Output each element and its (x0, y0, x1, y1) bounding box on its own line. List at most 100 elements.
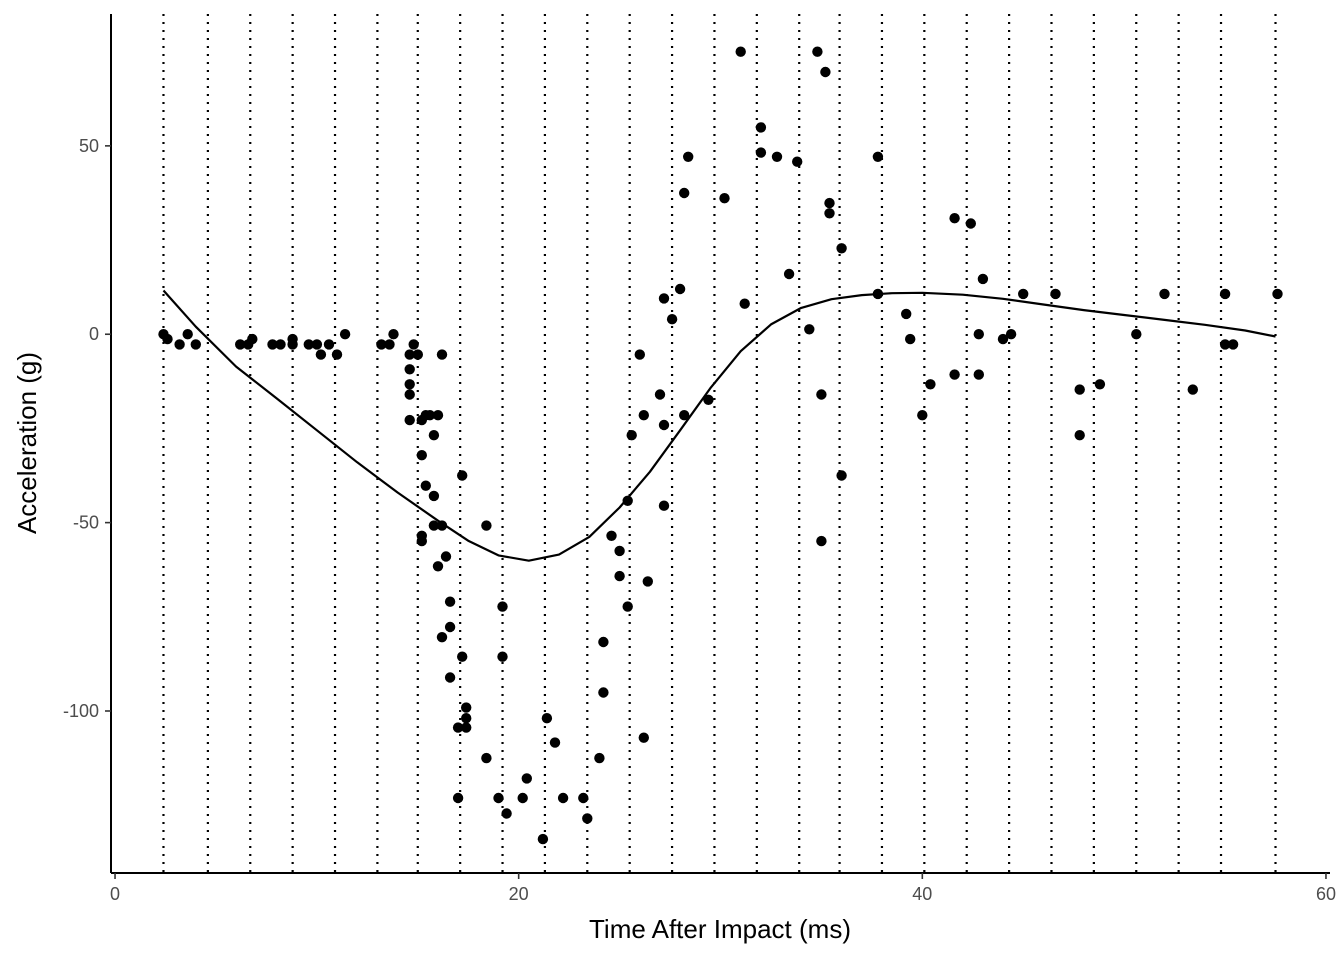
data-point (905, 333, 916, 345)
data-point (303, 339, 314, 350)
data-point (404, 414, 415, 426)
smooth-curve-layer (162, 289, 1276, 562)
data-point (582, 813, 593, 824)
data-point (1227, 339, 1239, 350)
data-point (428, 430, 440, 441)
data-point (497, 651, 508, 662)
data-point (755, 122, 767, 133)
data-point (658, 500, 670, 511)
data-point (404, 379, 415, 390)
data-point (432, 561, 444, 572)
data-point (557, 792, 569, 804)
data-point (824, 208, 835, 219)
x-tick-label: 20 (509, 884, 529, 904)
data-point (461, 713, 472, 724)
x-tick-label: 40 (912, 884, 932, 904)
data-point (457, 651, 468, 662)
data-point (638, 410, 649, 421)
smooth-curve (162, 289, 1276, 562)
data-point (1074, 430, 1085, 441)
data-point (432, 410, 444, 421)
data-point (836, 243, 847, 254)
data-point (1272, 288, 1283, 300)
knot-lines (162, 14, 1277, 873)
x-axis-ticks: 0 20 40 60 (110, 873, 1336, 904)
data-point (416, 450, 427, 461)
data-point (771, 151, 783, 162)
data-point (804, 324, 815, 335)
data-point (537, 833, 549, 845)
data-point (816, 389, 827, 400)
data-point (614, 545, 625, 557)
data-point (634, 349, 645, 360)
data-point (917, 410, 928, 421)
data-point (501, 808, 512, 819)
data-point (461, 702, 472, 713)
data-point (444, 672, 456, 683)
data-point (404, 349, 415, 360)
data-point (1005, 329, 1017, 340)
data-point (654, 389, 666, 400)
x-axis-title: Time After Impact (ms) (589, 914, 851, 944)
data-point (436, 632, 448, 643)
data-point (683, 151, 694, 162)
data-point (267, 339, 278, 350)
data-point (925, 379, 936, 390)
data-point (493, 792, 504, 804)
data-point (428, 520, 440, 531)
data-point (638, 732, 649, 743)
data-point (816, 535, 827, 547)
data-point (481, 520, 492, 531)
data-point (452, 792, 464, 804)
data-point (872, 151, 884, 162)
data-point (190, 339, 201, 350)
data-point (311, 339, 323, 350)
data-point (521, 773, 532, 784)
y-axis-title: Acceleration (g) (12, 352, 42, 534)
data-point (549, 737, 561, 748)
data-point (836, 470, 847, 481)
data-point (679, 187, 690, 199)
data-point (444, 621, 456, 633)
data-point (666, 314, 678, 325)
data-point (444, 596, 456, 607)
data-point (497, 601, 508, 612)
data-point (658, 293, 670, 304)
data-point (541, 713, 553, 724)
data-point (1187, 384, 1199, 395)
data-point (404, 389, 415, 400)
data-point (622, 601, 633, 612)
data-point (1050, 288, 1061, 300)
y-tick-label: 50 (79, 136, 99, 156)
data-point (812, 46, 823, 57)
data-point (1094, 379, 1106, 390)
data-point (949, 213, 960, 224)
data-point (384, 339, 395, 350)
data-point (376, 339, 387, 350)
data-point (275, 339, 286, 350)
data-point (658, 419, 670, 431)
data-point (452, 722, 464, 733)
data-point (997, 333, 1009, 345)
data-point (973, 369, 984, 380)
data-point (755, 147, 767, 158)
data-point (965, 218, 976, 229)
data-point (182, 329, 193, 340)
data-point (614, 570, 625, 582)
data-point (679, 410, 690, 421)
data-point (820, 66, 831, 78)
data-point (949, 369, 960, 380)
data-point (339, 329, 351, 340)
data-point (457, 470, 468, 481)
data-point (1018, 288, 1029, 300)
data-point (424, 410, 436, 421)
y-tick-label: 0 (89, 324, 99, 344)
data-point (315, 349, 327, 360)
data-point (416, 530, 427, 541)
data-points (158, 46, 1283, 845)
data-point (440, 551, 452, 562)
data-point (404, 364, 415, 375)
data-point (162, 333, 173, 345)
y-axis-ticks: -100 -50 0 50 (63, 136, 111, 721)
